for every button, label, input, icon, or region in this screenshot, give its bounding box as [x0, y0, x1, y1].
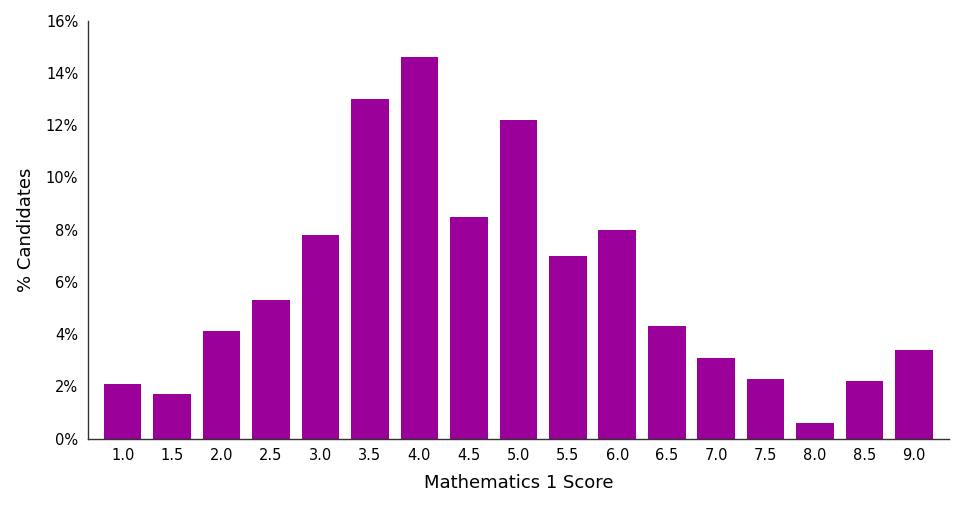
Bar [894, 350, 932, 439]
Bar [401, 57, 438, 439]
Bar [351, 99, 388, 439]
Bar [548, 256, 586, 439]
Bar [301, 235, 339, 439]
Bar [202, 331, 240, 439]
Bar [697, 358, 735, 439]
Bar [104, 384, 142, 439]
X-axis label: Mathematics 1 Score: Mathematics 1 Score [423, 474, 613, 492]
Bar [598, 230, 635, 439]
Bar [153, 394, 191, 439]
Bar [252, 300, 289, 439]
Y-axis label: % Candidates: % Candidates [17, 167, 35, 292]
Bar [845, 381, 882, 439]
Bar [795, 423, 833, 439]
Bar [648, 326, 685, 439]
Bar [746, 379, 784, 439]
Bar [499, 120, 536, 439]
Bar [449, 217, 488, 439]
